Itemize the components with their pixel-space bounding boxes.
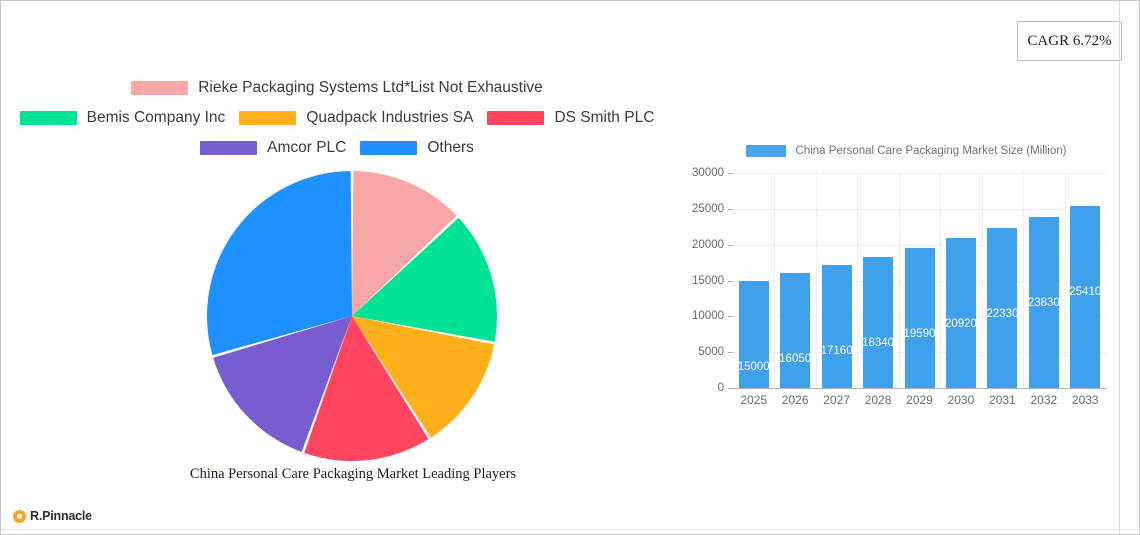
bar[interactable]: 25410	[1069, 205, 1102, 388]
y-axis-tick-label: 15000	[692, 274, 724, 287]
y-axis-tick	[728, 280, 733, 282]
y-axis-tick	[728, 388, 733, 389]
cagr-badge: CAGR 6.72%	[1017, 21, 1122, 61]
bar-chart-legend[interactable]: China Personal Care Packaging Market Siz…	[673, 141, 1120, 161]
pie-slice[interactable]	[352, 171, 457, 316]
x-axis-tick-label: 2032	[1030, 393, 1058, 407]
bar-value-label: 15000	[737, 360, 770, 373]
pie-legend-row: Amcor PLC Others	[1, 133, 673, 163]
bar[interactable]: 15000	[737, 280, 770, 388]
bar-plot-area: 15000 16050 17160 18340 19590 20920 22330 23830…	[673, 161, 1120, 409]
bar-value-label: 19590	[903, 327, 936, 340]
pie-slice[interactable]	[213, 316, 352, 452]
x-axis-line	[733, 388, 1106, 389]
cagr-label: CAGR 6.72%	[1027, 32, 1112, 49]
legend-label: Bemis Company Inc	[86, 109, 226, 126]
bar[interactable]: 23830	[1027, 217, 1060, 388]
legend-swatch	[131, 81, 189, 95]
y-axis-tick-label: 30000	[692, 167, 724, 179]
y-axis-tick	[728, 208, 733, 210]
legend-swatch-market-size	[746, 145, 787, 157]
pie-chart	[206, 170, 498, 462]
bar-value-label: 17160	[820, 345, 853, 358]
pie-legend-item[interactable]: DS Smith PLC	[487, 109, 654, 127]
pie-legend-item[interactable]: Quadpack Industries SA	[239, 109, 473, 127]
bar[interactable]: 19590	[903, 247, 936, 388]
vertical-gridline	[857, 173, 859, 388]
pie-legend-item[interactable]: Others	[360, 139, 474, 157]
bar-value-label: 22330	[986, 307, 1019, 320]
pie-legend-row: Bemis Company Inc Quadpack Industries SA D…	[1, 103, 673, 133]
pie-slice[interactable]	[304, 316, 429, 462]
legend-swatch	[19, 111, 77, 125]
vertical-gridline	[940, 173, 942, 388]
y-axis-tick-label: 10000	[692, 310, 724, 323]
panel-divider	[1119, 1, 1120, 534]
legend-label: Rieke Packaging Systems Ltd*List Not Exh…	[198, 79, 543, 96]
y-axis-tick-label: 5000	[698, 346, 724, 359]
vertical-gridline	[815, 173, 817, 388]
watermark: R.Pinnacle	[13, 509, 92, 523]
y-axis-tick	[728, 173, 733, 174]
bar-chart: China Personal Care Packaging Market Siz…	[673, 141, 1120, 411]
y-axis-tick	[728, 316, 733, 318]
x-axis-tick-label: 2025	[740, 393, 768, 407]
pie-legend-row: Rieke Packaging Systems Ltd*List Not Exh…	[1, 73, 673, 103]
gridline	[733, 244, 1106, 246]
legend-label: Others	[427, 139, 474, 156]
footer-divider	[1, 529, 1139, 530]
bar-value-label: 25410	[1069, 285, 1102, 298]
legend-label: Amcor PLC	[267, 139, 347, 156]
pie-legend: Rieke Packaging Systems Ltd*List Not Exh…	[1, 73, 673, 163]
bar-value-label: 20920	[944, 318, 977, 331]
vertical-gridline	[981, 173, 983, 388]
y-axis-tick	[728, 352, 733, 354]
pie-legend-item[interactable]: Bemis Company Inc	[19, 109, 226, 127]
pie-svg	[207, 171, 498, 462]
bar-value-label: 23830	[1027, 297, 1060, 310]
bar-axis-area: 15000 16050 17160 18340 19590 20920 22330 23830…	[733, 173, 1106, 389]
gridline	[733, 173, 1106, 174]
x-axis-tick-label: 2027	[823, 393, 850, 407]
legend-label-market-size: China Personal Care Packaging Market Siz…	[795, 145, 1067, 157]
vertical-gridline	[898, 173, 900, 388]
legend-swatch	[239, 111, 297, 125]
bar[interactable]: 20920	[944, 238, 977, 388]
pie-chart-title: China Personal Care Packaging Market Lea…	[189, 466, 517, 482]
pie-legend-item[interactable]: Rieke Packaging Systems Ltd*List Not Exh…	[131, 79, 543, 97]
vertical-gridline	[774, 173, 776, 388]
x-axis-tick-label: 2030	[947, 393, 975, 407]
x-axis-tick-label: 2031	[989, 393, 1016, 407]
vertical-gridline	[1064, 173, 1066, 388]
x-axis-tick-label: 2026	[781, 393, 809, 407]
legend-swatch	[487, 111, 545, 125]
bar-value-label: 18340	[862, 336, 895, 349]
bar[interactable]: 18340	[862, 256, 895, 388]
x-axis-tick-label: 2033	[1071, 393, 1099, 407]
pinnacle-logo-icon	[13, 509, 26, 523]
y-axis-tick-label: 0	[717, 382, 724, 394]
watermark-label: R.Pinnacle	[30, 509, 92, 523]
y-axis-tick-label: 25000	[692, 202, 724, 215]
bar-value-label: 16050	[779, 352, 812, 365]
y-axis-tick-label: 20000	[692, 238, 724, 251]
pie-slice[interactable]	[352, 217, 498, 342]
vertical-gridline	[1023, 173, 1025, 388]
bar[interactable]: 16050	[779, 272, 812, 388]
gridline	[733, 208, 1106, 210]
x-axis-tick-label: 2029	[906, 393, 933, 407]
y-axis-tick	[728, 244, 733, 246]
x-axis-tick-label: 2028	[864, 393, 892, 407]
legend-swatch	[200, 141, 258, 155]
legend-label: DS Smith PLC	[554, 109, 655, 126]
pie-legend-item[interactable]: Amcor PLC	[200, 139, 346, 157]
bar[interactable]: 22330	[986, 227, 1019, 388]
pie-slice[interactable]	[352, 316, 495, 438]
pie-slice[interactable]	[207, 171, 352, 356]
legend-label: Quadpack Industries SA	[306, 109, 474, 126]
legend-swatch	[360, 141, 418, 155]
bar[interactable]: 17160	[820, 265, 853, 388]
